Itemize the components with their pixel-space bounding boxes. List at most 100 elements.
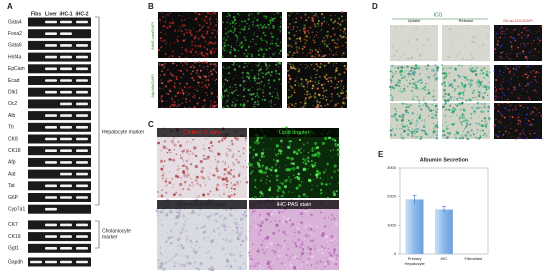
speck [303, 46, 306, 48]
speck [322, 209, 325, 211]
speck [530, 123, 533, 126]
speck [288, 70, 290, 72]
speck [173, 235, 175, 237]
speck [478, 130, 480, 131]
speck [444, 91, 446, 93]
speck [185, 159, 189, 163]
speck [443, 98, 446, 102]
speck [202, 144, 204, 146]
speck [206, 215, 210, 219]
speck [406, 79, 408, 82]
speck [326, 103, 329, 106]
speck [243, 52, 246, 55]
speck [184, 106, 186, 108]
speck [339, 35, 341, 37]
speck [214, 159, 217, 161]
speck [239, 103, 242, 105]
speck [254, 34, 256, 36]
speck [398, 68, 400, 70]
speck [460, 120, 463, 124]
speck [254, 178, 257, 182]
speck [199, 261, 203, 265]
speck [179, 231, 183, 235]
speck [199, 44, 201, 47]
speck [202, 25, 205, 27]
speck [274, 87, 276, 90]
speck [254, 181, 256, 183]
speck [161, 217, 162, 218]
speck [301, 248, 305, 251]
micrograph [442, 25, 490, 61]
icg-header: ICG [434, 12, 443, 18]
speck [232, 31, 235, 34]
speck [452, 110, 455, 113]
speck [503, 107, 506, 109]
speck [174, 218, 176, 220]
speck [417, 66, 420, 69]
speck [165, 177, 168, 180]
speck [481, 120, 483, 122]
speck [474, 136, 477, 139]
speck [287, 70, 289, 72]
speck [336, 47, 339, 49]
speck [326, 192, 328, 194]
speck [412, 86, 414, 89]
speck [278, 220, 281, 222]
speck [318, 54, 321, 57]
speck [185, 165, 187, 167]
texture [441, 64, 491, 103]
speck [292, 66, 295, 68]
speck [173, 105, 175, 107]
speck [423, 85, 427, 89]
speck [325, 77, 328, 81]
speck [458, 73, 460, 75]
speck [345, 90, 348, 93]
speck [320, 233, 325, 238]
speck [171, 236, 174, 239]
gene-label: EpCam [8, 66, 25, 72]
speck [161, 171, 164, 174]
speck [268, 168, 271, 171]
speck [292, 11, 294, 13]
speck [484, 86, 488, 89]
speck [308, 168, 310, 170]
speck [164, 85, 168, 88]
speck [176, 263, 179, 265]
speck [397, 84, 400, 87]
speck [177, 208, 182, 212]
speck [173, 264, 176, 268]
speck [316, 31, 318, 33]
speck [244, 20, 246, 23]
speck [175, 191, 178, 194]
marker-label: marker [102, 234, 118, 240]
speck [175, 153, 178, 156]
speck [209, 190, 212, 193]
speck [326, 260, 329, 264]
speck [233, 68, 237, 71]
speck [185, 82, 189, 85]
speck [193, 250, 198, 255]
speck [337, 67, 339, 69]
speck [483, 117, 487, 120]
speck [512, 36, 514, 37]
speck [165, 16, 167, 19]
speck [225, 102, 227, 104]
speck [267, 265, 271, 269]
speck [474, 73, 478, 76]
speck [509, 127, 512, 130]
gel-band [45, 260, 57, 264]
speck [201, 166, 205, 170]
speck [269, 180, 271, 182]
speck [459, 96, 461, 99]
speck [157, 195, 160, 198]
speck [435, 96, 437, 98]
speck [311, 87, 314, 90]
speck [281, 83, 283, 86]
gene-label: CK18 [8, 148, 21, 154]
speck [332, 242, 333, 243]
speck [448, 125, 450, 127]
speck [297, 217, 300, 220]
speck [272, 24, 275, 28]
speck [307, 152, 309, 154]
speck [295, 21, 297, 24]
